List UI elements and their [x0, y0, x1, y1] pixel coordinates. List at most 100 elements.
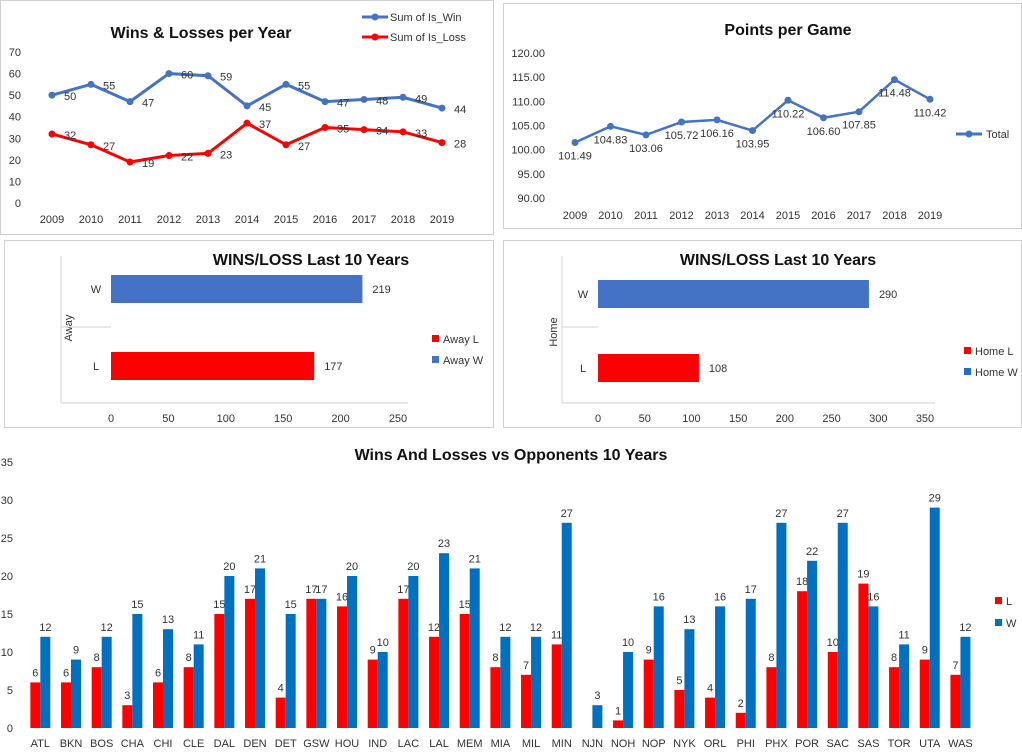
x-tick-label: ATL	[31, 738, 50, 750]
data-point	[204, 149, 212, 157]
bar-loss	[551, 644, 562, 728]
data-label: 22	[806, 546, 818, 558]
data-label: 28	[454, 139, 466, 151]
bar-win	[163, 629, 174, 728]
data-label: 8	[186, 652, 192, 664]
y-tick-label: 0	[7, 723, 13, 735]
data-point	[784, 96, 792, 104]
data-label: 11	[193, 629, 204, 641]
x-tick-label: MIN	[552, 738, 572, 750]
x-tick-label: BOS	[90, 738, 113, 750]
legend-label: Home L	[975, 346, 1014, 358]
data-label: 13	[683, 614, 695, 626]
y-tick-label: 30	[9, 133, 21, 145]
legend-marker	[371, 33, 379, 41]
data-label: 16	[653, 591, 665, 603]
data-label: 12	[39, 622, 51, 634]
data-label: 110.42	[914, 107, 947, 119]
y-tick-label: 20	[9, 155, 21, 167]
data-label: 9	[370, 645, 376, 657]
x-tick-label: 2013	[196, 214, 220, 226]
bar-win	[561, 522, 572, 728]
bar-win	[960, 636, 971, 728]
legend-label: Away L	[443, 334, 479, 346]
data-label: 106.16	[700, 128, 734, 140]
data-label: 22	[181, 152, 193, 164]
y-tick-label: 20	[1, 571, 13, 583]
bar-loss	[30, 682, 41, 728]
legend-label: L	[1006, 596, 1012, 608]
data-label: 15	[131, 599, 143, 611]
bar-win	[377, 652, 388, 728]
data-label: 114.48	[878, 88, 911, 100]
data-label: 10	[622, 637, 634, 649]
x-tick-label: LAC	[398, 738, 419, 750]
data-label: 15	[213, 599, 225, 611]
bar-loss	[245, 598, 256, 728]
x-tick-label: 2016	[313, 214, 337, 226]
data-point	[749, 127, 756, 135]
data-label: 19	[857, 569, 869, 581]
x-tick-label: SAC	[826, 738, 849, 750]
data-label: 17	[397, 584, 409, 596]
legend-swatch	[995, 619, 1002, 626]
bar-win	[592, 705, 603, 728]
x-tick-label: 2011	[634, 210, 658, 222]
bar-loss	[214, 614, 225, 728]
x-tick-label: 200	[776, 413, 794, 425]
data-point	[48, 130, 56, 138]
data-label: 15	[459, 599, 471, 611]
data-label: 2	[738, 698, 744, 710]
x-tick-label: PHI	[737, 738, 755, 750]
bar-l	[598, 354, 699, 382]
y-tick-label: 110.00	[512, 96, 545, 108]
data-label: 44	[454, 104, 466, 116]
data-label: 10	[827, 637, 839, 649]
x-tick-label: IND	[368, 738, 387, 750]
y-tick-label: L	[580, 363, 586, 375]
y-axis-label: Away	[63, 314, 75, 341]
data-label: 23	[438, 538, 450, 550]
y-tick-label: 5	[7, 685, 13, 697]
points-per-game-chart: Points per Game 90.00 95.00 100.00 105.00 110…	[511, 22, 1009, 222]
data-label: 4	[707, 683, 713, 695]
data-label: 9	[922, 645, 928, 657]
data-label: 9	[73, 645, 79, 657]
x-tick-label: 2014	[740, 210, 764, 222]
data-point	[438, 139, 446, 147]
bar-loss	[919, 659, 930, 728]
x-tick-label: PHX	[765, 738, 788, 750]
bar-loss	[613, 720, 624, 728]
x-tick-label: CHI	[154, 738, 173, 750]
data-label: 110.22	[772, 108, 805, 120]
data-label: 47	[337, 98, 349, 110]
chart-title: Points per Game	[724, 22, 851, 39]
data-label: 17	[745, 584, 757, 596]
data-label: 20	[346, 561, 358, 573]
data-label: 107.85	[842, 120, 876, 132]
x-tick-label: 2010	[79, 214, 103, 226]
y-tick-label: 100.00	[511, 145, 545, 157]
x-tick-label: MIA	[491, 738, 511, 750]
data-label: 60	[181, 70, 193, 82]
y-tick-label: 0	[15, 198, 21, 210]
bar-loss	[153, 682, 164, 728]
bar-win	[316, 598, 327, 728]
y-tick-label: L	[93, 361, 99, 373]
bar-win	[684, 629, 695, 728]
x-tick-label: 2012	[669, 210, 693, 222]
home-wins-loss-chart: WINS/LOSS Last 10 Years Home W 290 L 108 0 50 10…	[548, 252, 1018, 425]
bar-win	[132, 614, 143, 728]
x-tick-label: 2015	[274, 214, 298, 226]
x-tick-label: 150	[729, 413, 747, 425]
data-label: 45	[259, 102, 271, 114]
data-label: 18	[796, 576, 808, 588]
y-tick-label: W	[578, 289, 589, 301]
data-label: 8	[492, 652, 498, 664]
data-label: 21	[254, 553, 266, 565]
data-point	[360, 126, 368, 134]
x-tick-label: NOP	[642, 738, 666, 750]
x-tick-label: HOU	[335, 738, 360, 750]
points-per-game-panel: Points per Game 90.00 95.00 100.00 105.00 110…	[503, 3, 1022, 229]
y-tick-label: 35	[1, 457, 13, 469]
